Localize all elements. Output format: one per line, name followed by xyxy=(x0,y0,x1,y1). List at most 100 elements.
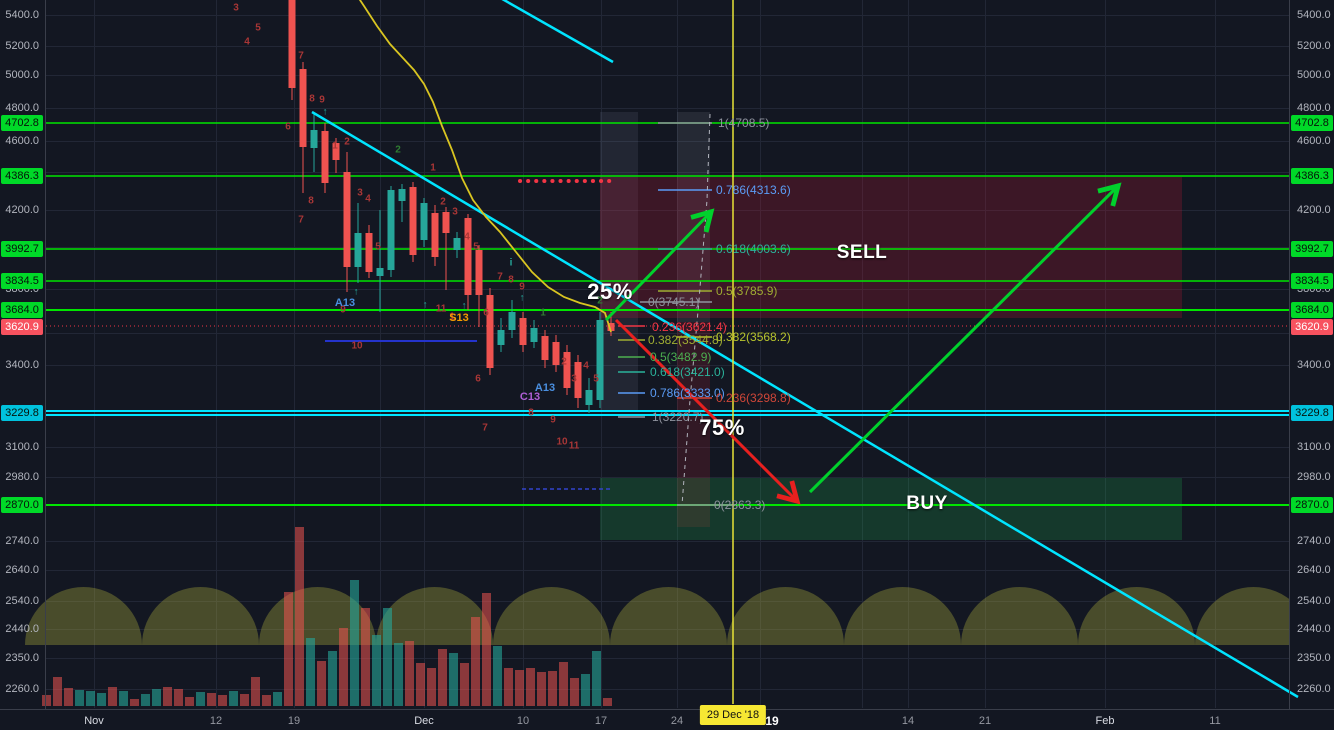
event-date-badge[interactable]: 29 Dec '18 xyxy=(699,705,767,725)
candle-body xyxy=(398,189,406,201)
buy-signal-arrow-icon: ↑ xyxy=(519,292,525,304)
wave-count-label: 2 xyxy=(395,144,401,156)
volume-bar xyxy=(283,592,293,706)
volume-bar xyxy=(349,580,359,706)
time-tick-label: 19 xyxy=(287,715,301,727)
volume-bar xyxy=(404,641,414,706)
gridline-v xyxy=(523,0,524,708)
time-tick-label: 24 xyxy=(670,715,684,727)
buy-zone[interactable] xyxy=(600,478,1182,540)
trade-arrow[interactable] xyxy=(614,318,801,505)
price-level-badge[interactable]: 4386.3 xyxy=(1291,168,1333,184)
candle-body xyxy=(453,238,461,250)
fib-level-label[interactable]: 0.382(3568.2) xyxy=(716,330,791,344)
trade-arrow[interactable] xyxy=(808,182,1122,494)
fib-level-label[interactable]: 1(4708.5) xyxy=(718,116,770,130)
wave-count-label: 8 xyxy=(528,407,534,419)
volume-bar xyxy=(184,697,194,706)
candle-body xyxy=(486,295,494,368)
price-level-badge[interactable]: 3229.8 xyxy=(1291,405,1333,421)
wave-count-label: 6 xyxy=(285,121,291,133)
candle-body xyxy=(464,218,472,295)
gridline-h xyxy=(46,629,1289,630)
sell-zone[interactable] xyxy=(600,177,1182,318)
price-level-badge[interactable]: 3992.7 xyxy=(1,241,43,257)
price-tick-label: 4800.0 xyxy=(5,102,39,114)
volume-bar xyxy=(261,695,271,706)
wave-count-label: 1 xyxy=(449,311,455,323)
fib-level-label[interactable]: 0.786(3333.0) xyxy=(650,386,725,400)
price-tick-label: 2640.0 xyxy=(1297,564,1331,576)
wave-count-label: 4 xyxy=(365,193,371,205)
gridline-h xyxy=(46,247,1289,248)
fib-band[interactable] xyxy=(600,112,638,412)
price-level-badge[interactable]: 3620.9 xyxy=(1,319,43,335)
price-level-badge[interactable]: 4702.8 xyxy=(1291,115,1333,131)
price-level-badge[interactable]: 3684.0 xyxy=(1,302,43,318)
gridline-h xyxy=(46,477,1289,478)
price-tick-label: 5000.0 xyxy=(1297,69,1331,81)
price-tick-label: 5400.0 xyxy=(1297,9,1331,21)
time-axis[interactable]: 19 29 Dec '18 Nov 12 19 Dec 10 17 24 14 21 Feb 11 xyxy=(0,705,1334,730)
fib-level-label[interactable]: 0.382(3544.8) xyxy=(648,333,723,347)
candle-body xyxy=(552,342,560,365)
gridline-h xyxy=(46,172,1289,173)
volume-bar xyxy=(382,608,392,706)
fib-level-label[interactable]: 0.5(3785.9) xyxy=(716,284,778,298)
wave-count-label: 3 xyxy=(357,187,363,199)
fib-level-label[interactable]: 0.618(3421.0) xyxy=(650,365,725,379)
price-level-badge[interactable]: 2870.0 xyxy=(1291,497,1333,513)
trend-line[interactable] xyxy=(311,110,1299,699)
volume-bar xyxy=(162,687,172,706)
wave-count-label: S13 xyxy=(449,312,469,324)
price-tick-label: 5400.0 xyxy=(5,9,39,21)
time-tick-label: 14 xyxy=(901,715,915,727)
volume-bar xyxy=(448,653,458,706)
price-level-badge[interactable]: 3834.5 xyxy=(1,273,43,289)
wave-count-label: 10 xyxy=(351,340,363,352)
wave-count-label: 8 xyxy=(508,274,514,286)
volume-bar xyxy=(118,691,128,706)
price-level-badge[interactable]: 3992.7 xyxy=(1291,241,1333,257)
wave-count-label: 5 xyxy=(375,241,381,253)
candle-body xyxy=(563,352,571,388)
price-tick-label: 4600.0 xyxy=(1297,135,1331,147)
candle-body xyxy=(332,143,340,160)
wave-count-label: 8 xyxy=(309,93,315,105)
volume-bar xyxy=(107,687,117,706)
fib-level-label[interactable]: 0.236(3298.8) xyxy=(716,391,791,405)
zone-label: 25% xyxy=(587,279,633,304)
price-axis-right[interactable]: 5400.0 5200.0 5000.0 4800.0 4600.0 4200.0 3800… xyxy=(1289,0,1334,709)
fib-level-label[interactable]: 1(3220.7) xyxy=(652,410,704,424)
gridline-v xyxy=(94,0,95,708)
price-level-badge[interactable]: 3684.0 xyxy=(1291,302,1333,318)
price-axis-left[interactable]: 5400.0 5200.0 5000.0 4800.0 4600.0 4200.0 3800… xyxy=(0,0,46,709)
candle-body xyxy=(497,330,505,345)
candle-body xyxy=(409,187,417,255)
price-tick-label: 2440.0 xyxy=(1297,623,1331,635)
gridline-h xyxy=(46,333,1289,334)
gridline-h xyxy=(46,46,1289,47)
fib-level-label[interactable]: 0.618(4003.6) xyxy=(716,242,791,256)
trend-line[interactable] xyxy=(497,0,614,64)
fib-level-label[interactable]: 0(2863.3) xyxy=(714,498,766,512)
fib-level-label[interactable]: 0.5(3482.9) xyxy=(650,350,712,364)
candle-body xyxy=(299,69,307,147)
price-level-badge[interactable]: 3229.8 xyxy=(1,405,43,421)
price-level-badge[interactable]: 2870.0 xyxy=(1,497,43,513)
price-level-badge[interactable]: 4702.8 xyxy=(1,115,43,131)
fib-level-label[interactable]: 0.786(4313.6) xyxy=(716,183,791,197)
trade-arrow[interactable] xyxy=(604,208,715,322)
volume-bar xyxy=(85,691,95,706)
price-level-badge[interactable]: 4386.3 xyxy=(1,168,43,184)
fib-level-label[interactable]: 0.236(3621.4) xyxy=(652,320,727,334)
price-tick-label: 2540.0 xyxy=(1297,595,1331,607)
wave-count-label: 1 xyxy=(430,162,436,174)
price-level-badge[interactable]: 3620.9 xyxy=(1291,319,1333,335)
gridline-h xyxy=(46,75,1289,76)
fib-level-label[interactable]: 0(3745.1) xyxy=(648,295,700,309)
price-level-badge[interactable]: 3834.5 xyxy=(1291,273,1333,289)
gridline-h xyxy=(46,689,1289,690)
candle-body xyxy=(321,131,329,183)
